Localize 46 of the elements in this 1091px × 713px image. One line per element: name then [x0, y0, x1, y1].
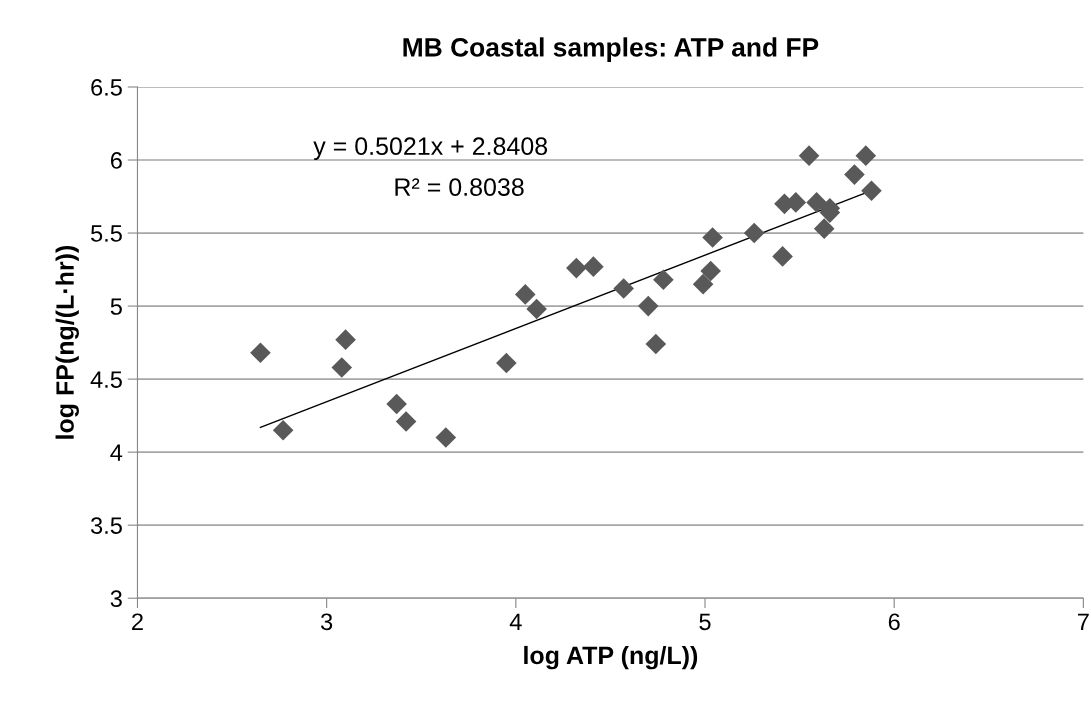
y-tick-label: 6.5 [91, 79, 122, 96]
y-tick-label: 6 [110, 152, 122, 169]
point [637, 295, 659, 317]
point [250, 342, 271, 364]
point [772, 246, 793, 267]
point [331, 357, 353, 378]
point [496, 352, 517, 374]
point [335, 329, 356, 350]
y-tick-label: 3 [110, 590, 122, 607]
y-tick-label: 4.5 [90, 371, 122, 388]
y-tick-label: 5 [110, 298, 122, 315]
y-tick-label: 3.5 [90, 517, 122, 534]
point [692, 273, 714, 295]
point [386, 393, 407, 415]
x-tick-label: 3 [320, 613, 333, 631]
point [743, 222, 765, 244]
point [861, 180, 882, 201]
point [855, 145, 877, 166]
point [844, 164, 865, 185]
x-tick-label: 4 [509, 613, 522, 630]
point [395, 411, 417, 432]
point [653, 269, 674, 291]
point [813, 218, 835, 239]
point [583, 256, 604, 277]
point [613, 278, 634, 299]
point [645, 333, 667, 355]
x-tick-label: 5 [699, 613, 711, 631]
x-tick-label: 7 [1078, 613, 1089, 630]
x-axis-title: log ATP (ng/L)) [524, 645, 698, 670]
point [272, 419, 294, 441]
annotation: y = 0.5021x + 2.8408 [313, 137, 548, 160]
y-axis-title: log FP(ng/(L·hr)) [55, 245, 79, 439]
x-tick-label: 2 [132, 613, 143, 630]
point [700, 260, 721, 282]
point [514, 284, 536, 305]
annotation: R² = 0.8038 [395, 178, 524, 196]
point [566, 257, 587, 279]
chart-title: MB Coastal samples: ATP and FP [403, 37, 819, 62]
point [435, 427, 457, 448]
x-tick-label: 6 [888, 613, 900, 631]
y-tick-label: 4 [110, 444, 123, 461]
point [806, 192, 827, 213]
point [526, 298, 547, 320]
y-tick-label: 5.5 [91, 225, 122, 242]
point [798, 145, 820, 166]
point [702, 227, 723, 248]
